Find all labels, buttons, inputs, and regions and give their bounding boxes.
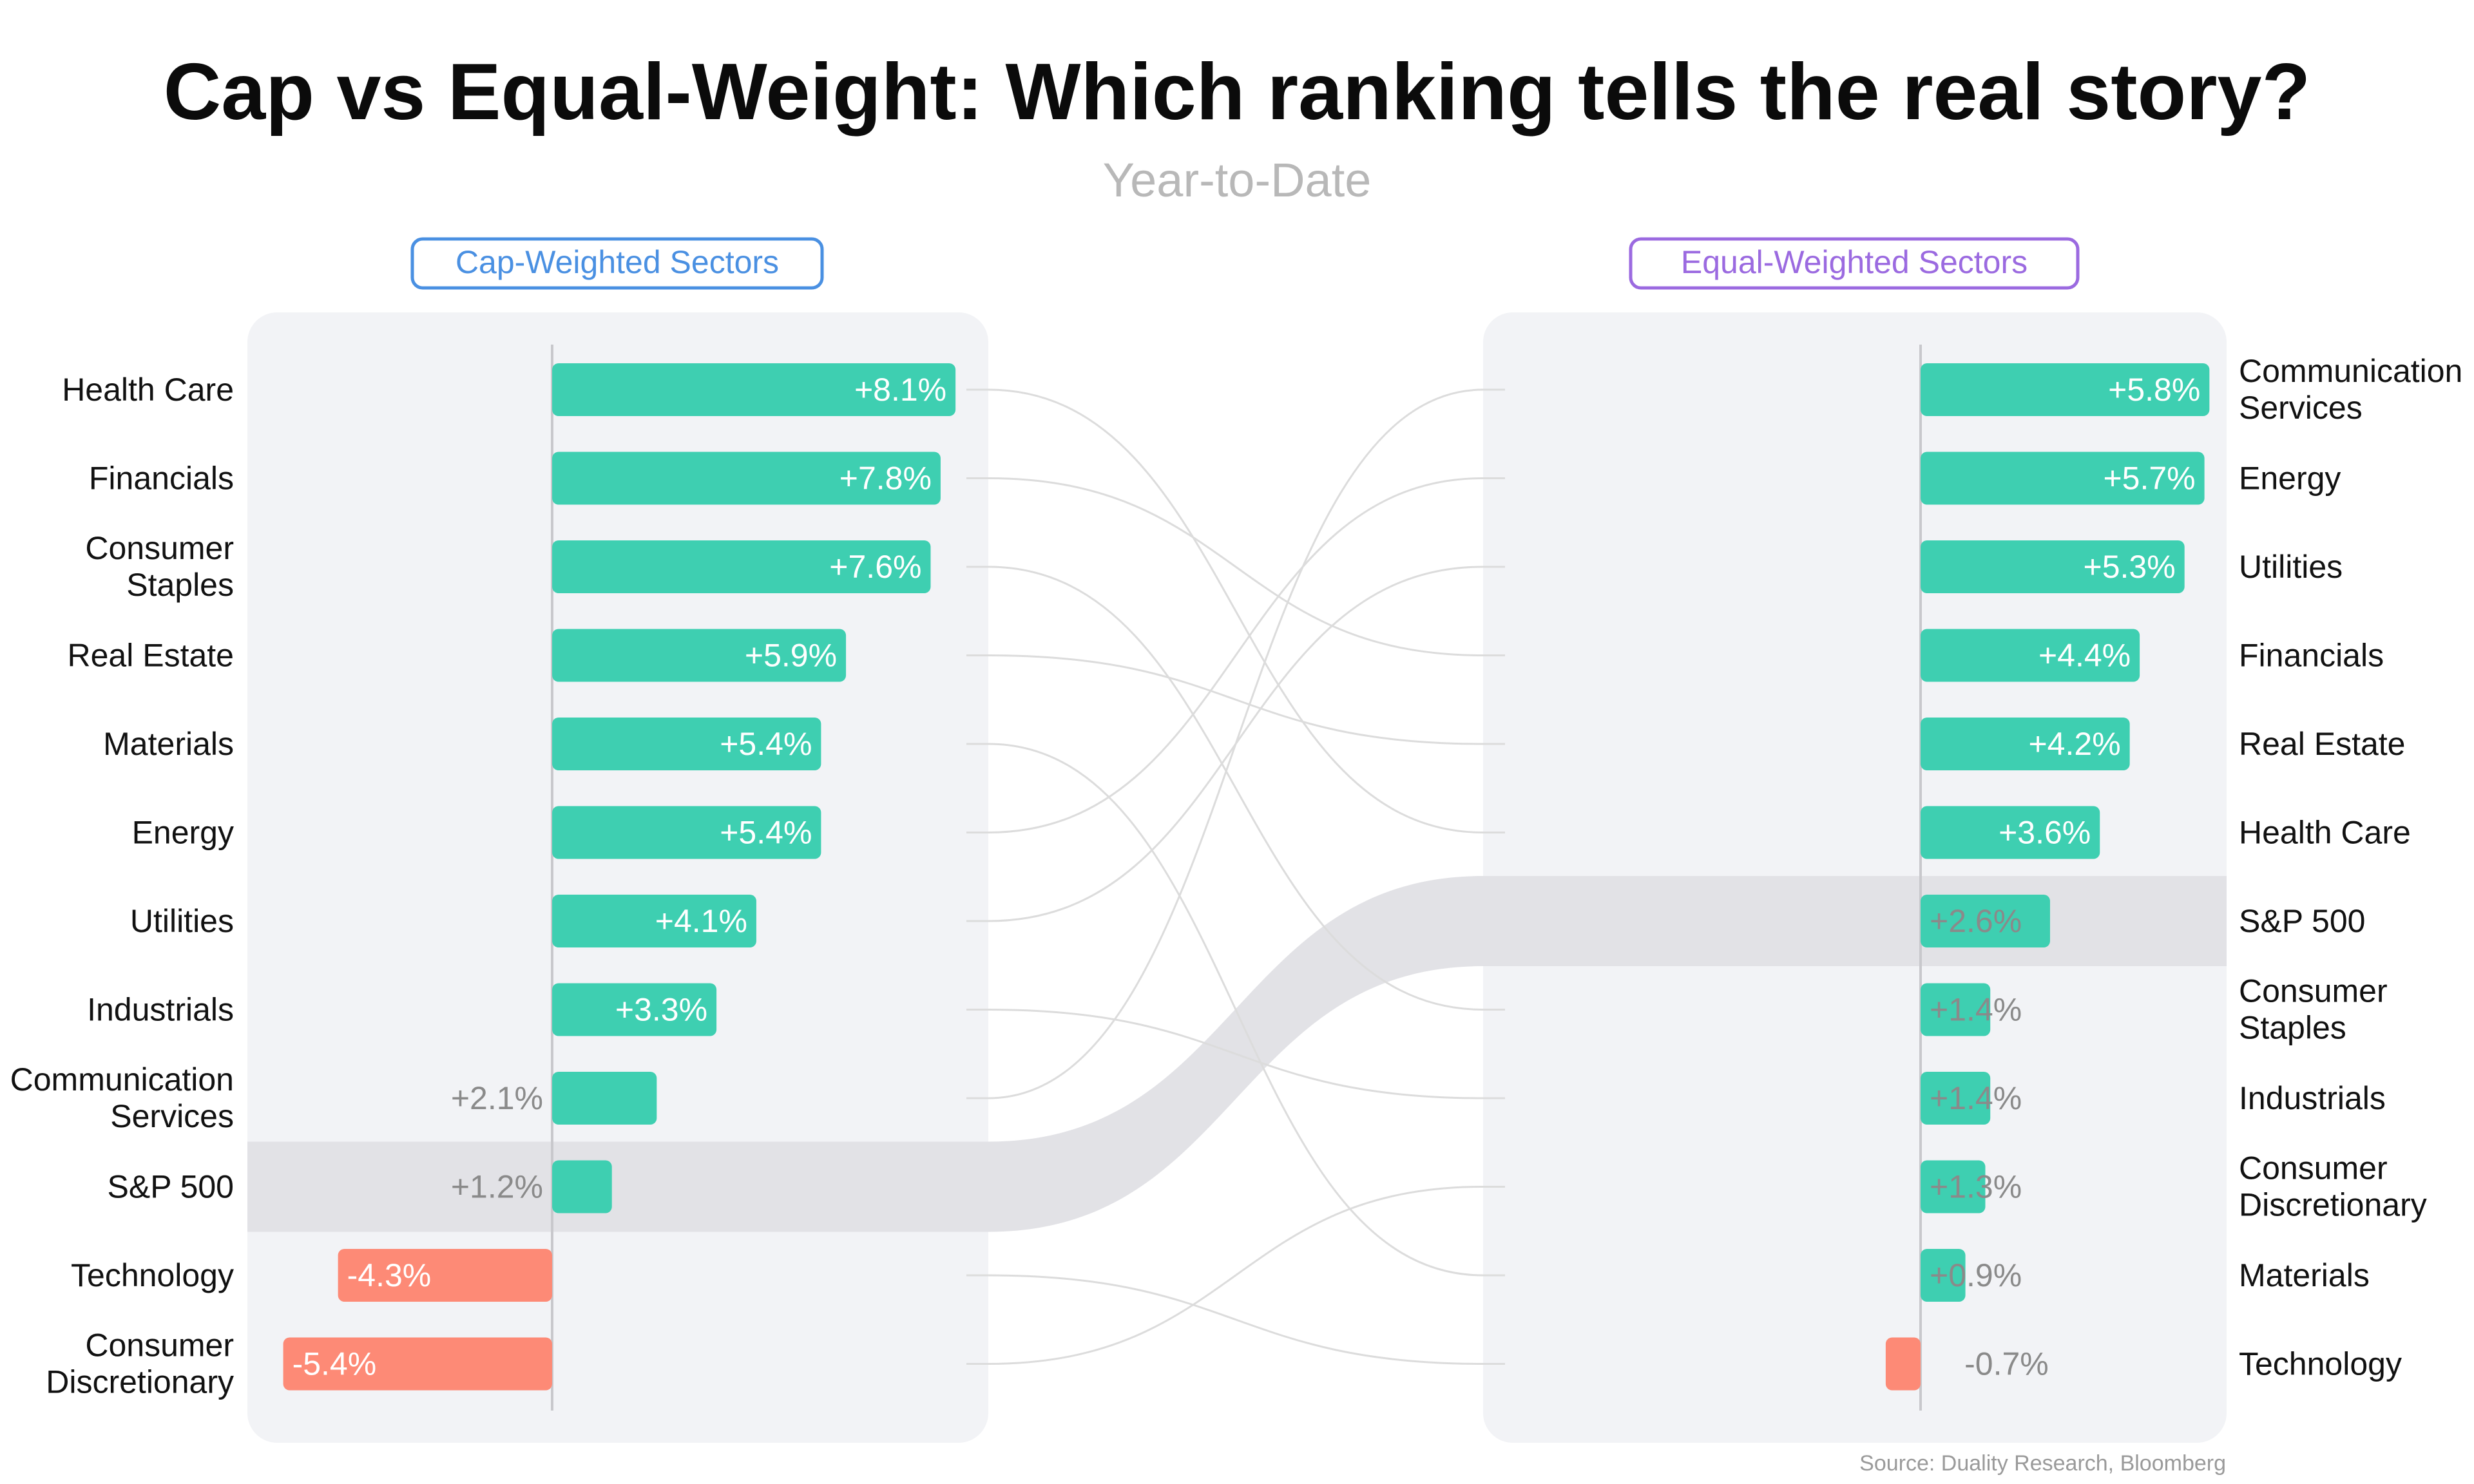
value-label: +4.4% [2038, 638, 2131, 674]
bar-consumer-discretionary [1921, 1160, 1986, 1213]
connector-financials [966, 477, 1505, 656]
value-label: +2.6% [1930, 903, 2022, 939]
value-label: +1.4% [1930, 992, 2022, 1028]
value-label: +5.8% [2108, 372, 2200, 408]
bar-energy [552, 806, 821, 859]
bar-consumer-staples [1921, 983, 1991, 1036]
bar-technology [1885, 1337, 1921, 1391]
bar-communication-services [552, 1072, 657, 1125]
value-label: +8.1% [854, 372, 946, 408]
connector-technology [966, 1274, 1505, 1365]
connector-materials [966, 743, 1505, 1277]
value-label: +4.1% [655, 903, 747, 939]
chart-subtitle: Year-to-Date [1103, 153, 1372, 207]
bar-health-care [552, 363, 956, 416]
bar-sandp-500 [552, 1160, 612, 1213]
category-label: Consumer Staples [85, 530, 234, 603]
category-label: Real Estate [68, 638, 234, 674]
category-label: Consumer Staples [2239, 973, 2388, 1046]
value-label: +0.9% [1930, 1257, 2022, 1293]
category-label: Health Care [2239, 815, 2411, 851]
bar-financials [552, 452, 941, 505]
connector-health-care [966, 388, 1505, 833]
chart-title: Cap vs Equal-Weight: Which ranking tells… [164, 48, 2311, 137]
value-label: -5.4% [292, 1346, 377, 1382]
value-label: +7.6% [829, 549, 921, 585]
panel-badge-label: Cap-Weighted Sectors [455, 244, 779, 280]
bar-energy [1921, 452, 2205, 505]
source-note: Source: Duality Research, Bloomberg [1859, 1451, 2226, 1476]
category-label: Financials [89, 461, 234, 497]
value-label: +5.7% [2103, 461, 2195, 497]
value-label: +1.4% [1930, 1080, 2022, 1116]
value-label: +1.2% [451, 1169, 543, 1205]
category-label: S&P 500 [2239, 903, 2365, 939]
connector-industrials [966, 1009, 1505, 1099]
value-label: +3.6% [1999, 815, 2091, 851]
value-label: +4.2% [2028, 726, 2120, 762]
bar-materials [552, 718, 821, 770]
category-label: Communication Services [2239, 353, 2462, 426]
category-label: Real Estate [2239, 726, 2405, 762]
value-label: +3.3% [615, 992, 707, 1028]
category-label: Materials [103, 726, 234, 762]
value-label: +5.9% [745, 638, 837, 674]
category-label: Utilities [2239, 549, 2343, 585]
bar-financials [1921, 629, 2140, 682]
category-label: Technology [2239, 1346, 2402, 1382]
category-label: Technology [71, 1257, 234, 1293]
panel-badge [1629, 237, 2080, 290]
category-label: Utilities [130, 903, 234, 939]
category-label: S&P 500 [108, 1169, 234, 1205]
value-label: +5.3% [2084, 549, 2176, 585]
highlight-band-right [1483, 876, 2227, 966]
value-label: -4.3% [347, 1257, 432, 1293]
category-label: Communication Services [10, 1061, 234, 1134]
connector-communication-services [966, 388, 1505, 1099]
bar-consumer-staples [552, 540, 931, 593]
value-label: +7.8% [839, 461, 932, 497]
category-label: Energy [2239, 461, 2341, 497]
bar-real-estate [552, 629, 847, 682]
connector-consumer-staples [966, 566, 1505, 1011]
bar-real-estate [1921, 718, 2130, 770]
bar-consumer-discretionary [283, 1337, 552, 1391]
category-label: Industrials [2239, 1080, 2386, 1116]
bar-health-care [1921, 806, 2100, 859]
category-label: Industrials [87, 992, 234, 1028]
bar-materials [1921, 1249, 1966, 1302]
value-label: +5.4% [720, 815, 812, 851]
category-label: Financials [2239, 638, 2384, 674]
value-label: -0.7% [1964, 1346, 2049, 1382]
panel-badge [410, 237, 824, 290]
category-label: Health Care [62, 372, 234, 408]
value-label: +2.1% [451, 1080, 543, 1116]
bar-industrials [1921, 1072, 1991, 1125]
category-label: Consumer Discretionary [46, 1327, 234, 1400]
bar-utilities [1921, 540, 2185, 593]
value-label: +1.3% [1930, 1169, 2022, 1205]
bar-utilities [552, 895, 756, 947]
connector-real-estate [966, 654, 1505, 745]
bar-sandp-500 [1921, 895, 2050, 947]
category-label: Consumer Discretionary [2239, 1150, 2427, 1223]
connector-energy [966, 477, 1505, 833]
value-label: +5.4% [720, 726, 812, 762]
category-label: Materials [2239, 1257, 2370, 1293]
bar-industrials [552, 983, 717, 1036]
category-label: Energy [132, 815, 234, 851]
connector-consumer-discretionary [966, 1186, 1505, 1365]
bar-communication-services [1921, 363, 2210, 416]
bar-technology [338, 1249, 552, 1302]
highlight-band-left [247, 1141, 988, 1232]
panel-badge-label: Equal-Weighted Sectors [1681, 244, 2028, 280]
